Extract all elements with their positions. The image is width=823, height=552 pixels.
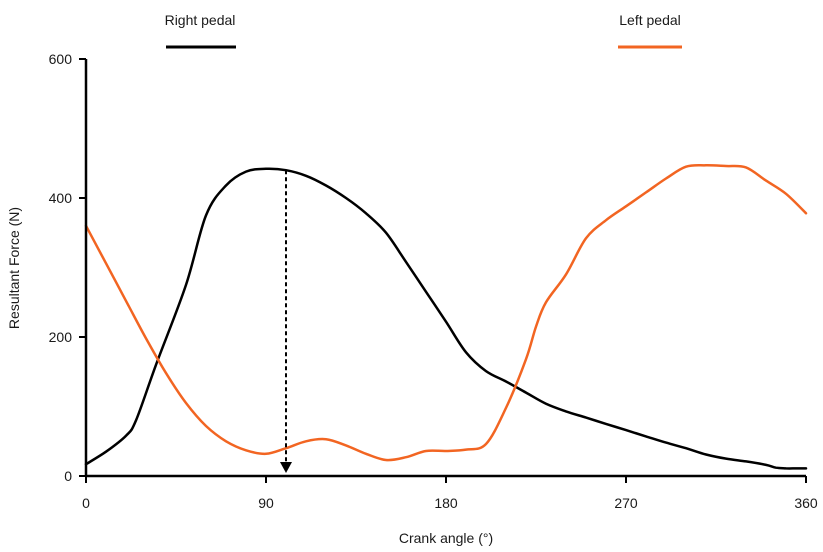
y-axis-title: Resultant Force (N) xyxy=(6,207,22,329)
x-tick-label-2: 180 xyxy=(434,495,458,511)
x-tick-label-3: 270 xyxy=(614,495,638,511)
series-line-right-pedal xyxy=(84,167,808,470)
x-tick-label-0: 0 xyxy=(82,495,90,511)
plot-area xyxy=(84,164,808,473)
series-line-left-pedal xyxy=(84,164,808,462)
y-tick-label-1: 200 xyxy=(49,329,73,345)
legend-label-left-pedal: Left pedal xyxy=(619,12,681,28)
legend-label-right-pedal: Right pedal xyxy=(165,12,236,28)
y-axis-ticks: 0 200 400 600 xyxy=(49,51,86,484)
peak-marker-arrowhead xyxy=(280,462,292,473)
y-tick-label-2: 400 xyxy=(49,190,73,206)
y-tick-label-0: 0 xyxy=(64,468,72,484)
axes: 0 200 400 600 0 90 180 270 360 xyxy=(49,51,818,511)
x-axis-title: Crank angle (°) xyxy=(399,530,493,546)
y-tick-label-3: 600 xyxy=(49,51,73,67)
legend: Right pedal Left pedal xyxy=(165,12,682,49)
x-axis-ticks: 0 90 180 270 360 xyxy=(82,476,818,511)
x-tick-label-4: 360 xyxy=(794,495,818,511)
x-tick-label-1: 90 xyxy=(258,495,274,511)
